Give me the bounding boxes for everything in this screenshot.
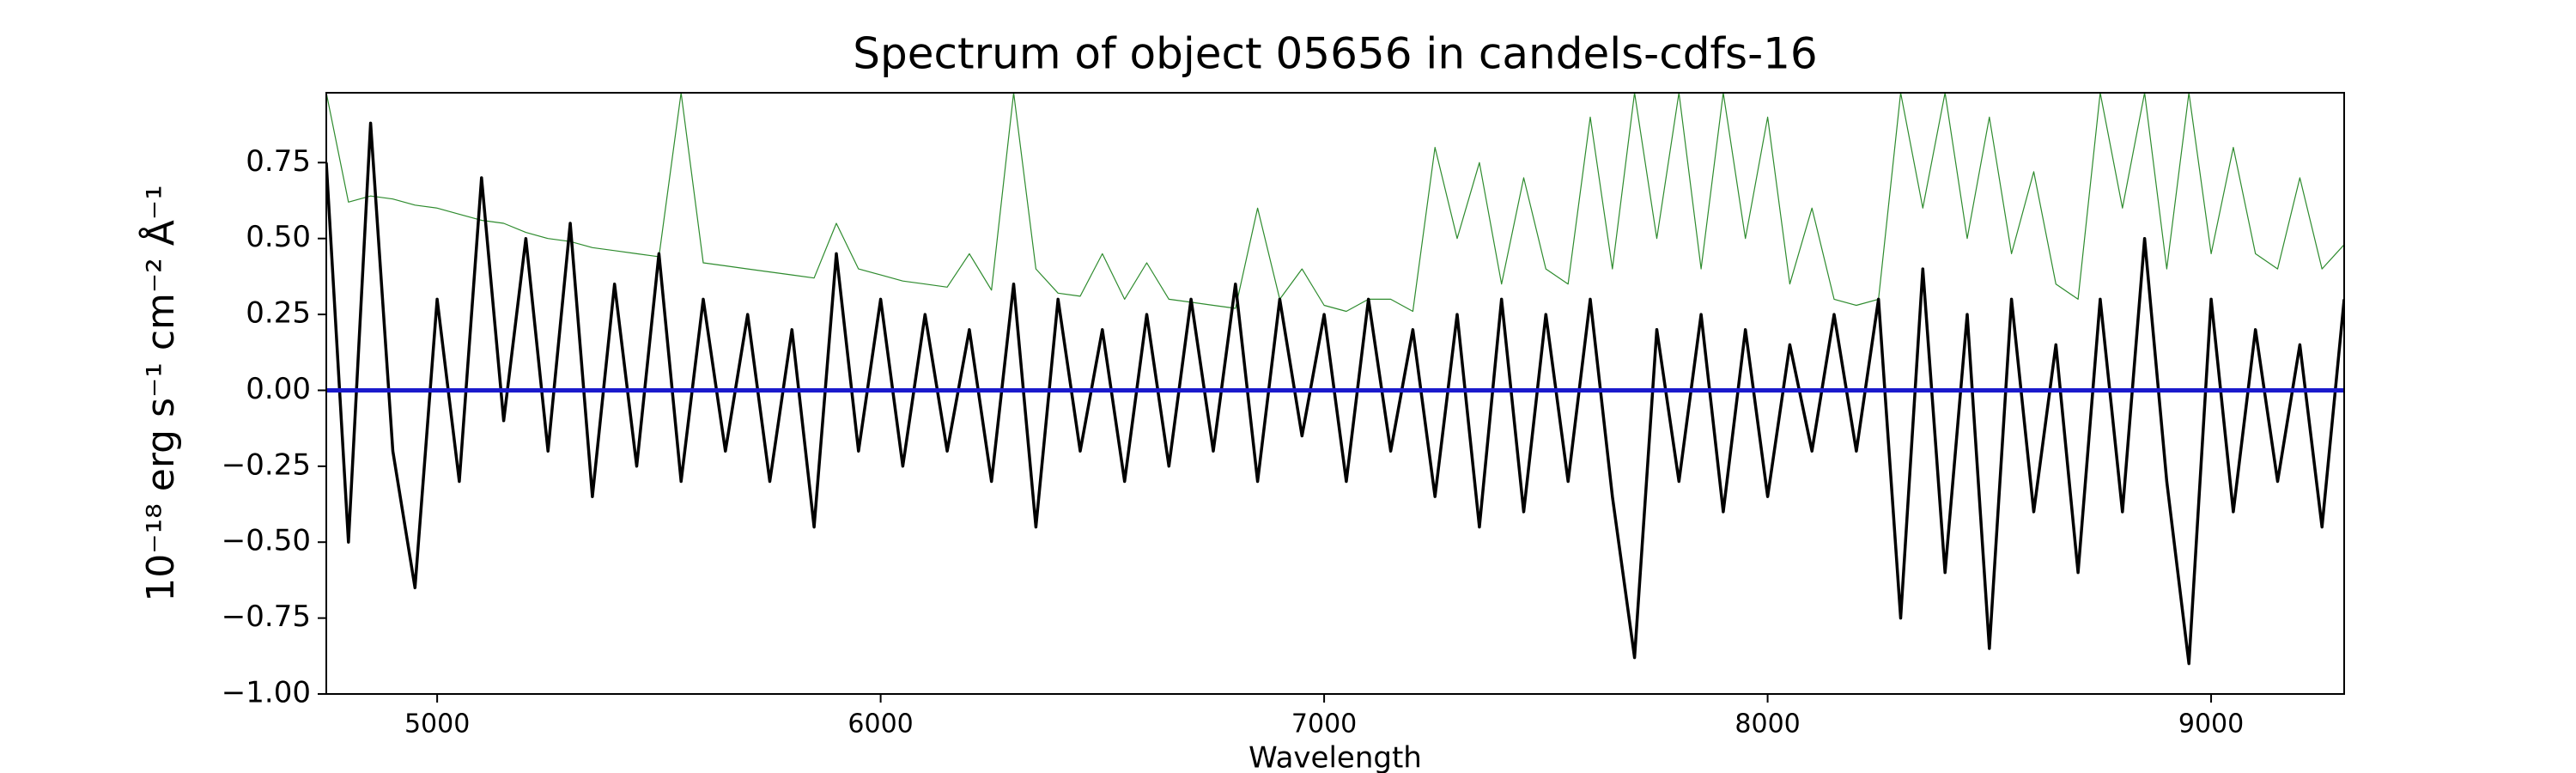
x-tick-label: 5000 — [404, 709, 470, 740]
y-tick-label: −0.50 — [222, 524, 311, 558]
plot-area — [326, 93, 2344, 666]
y-tick-label: −0.25 — [222, 447, 311, 482]
y-tick-label: −0.75 — [222, 600, 311, 634]
x-axis-label: Wavelength — [1249, 741, 1422, 773]
series-line — [326, 93, 2344, 313]
y-tick-label: 0.25 — [246, 296, 311, 331]
y-tick-label: −1.00 — [222, 676, 311, 710]
y-tick-label: 0.00 — [246, 372, 311, 406]
x-tick-label: 7000 — [1291, 709, 1357, 740]
y-tick-label: 0.50 — [246, 220, 311, 254]
x-tick-label: 6000 — [848, 709, 913, 740]
chart-title: Spectrum of object 05656 in candels-cdfs… — [853, 29, 1818, 79]
plot-frame — [325, 92, 2345, 695]
x-tick-label: 8000 — [1735, 709, 1800, 740]
y-tick-label: 0.75 — [246, 144, 311, 179]
series-line — [326, 121, 2344, 666]
y-axis-label: 10⁻¹⁸ erg s⁻¹ cm⁻² Å⁻¹ — [137, 185, 183, 601]
x-tick-label: 9000 — [2178, 709, 2244, 740]
